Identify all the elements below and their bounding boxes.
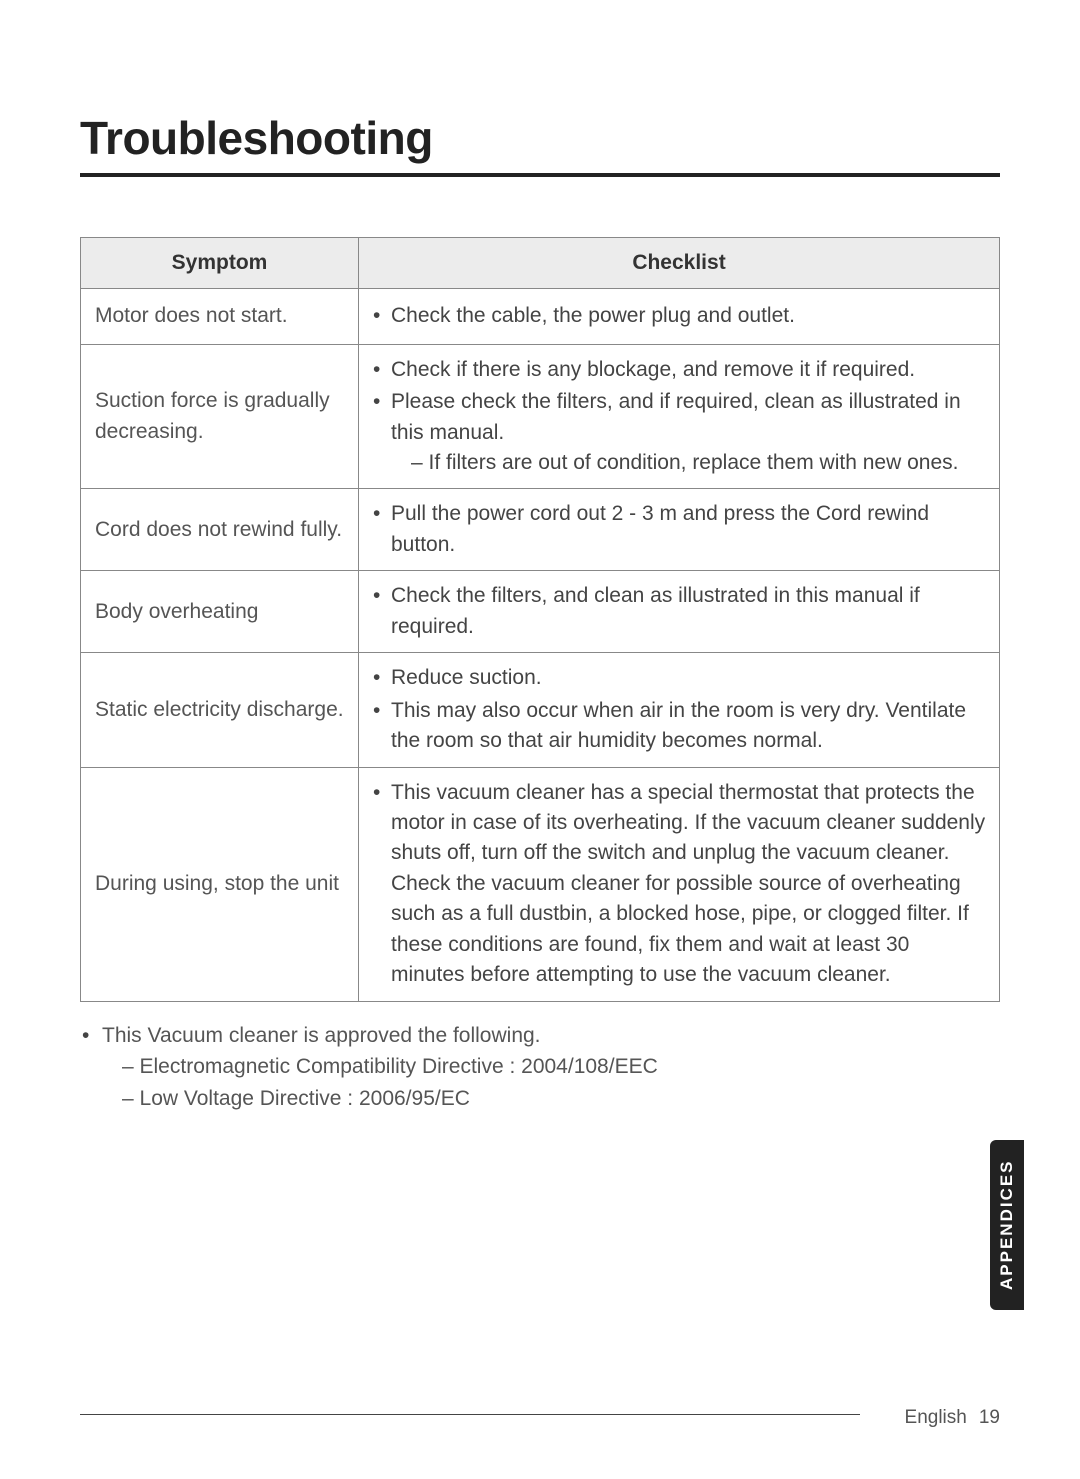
footer-page: 19: [979, 1407, 1000, 1429]
page-footer: English 19: [905, 1407, 1000, 1429]
symptom-cell: Static electricity discharge.: [81, 653, 359, 767]
notes-lead: This Vacuum cleaner is approved the foll…: [80, 1020, 1000, 1115]
footer-lang: English: [905, 1407, 967, 1429]
list-item: This may also occur when air in the room…: [371, 696, 987, 757]
checklist-cell: Check the filters, and clean as illustra…: [359, 571, 1000, 653]
th-symptom: Symptom: [81, 237, 359, 288]
symptom-cell: Cord does not rewind fully.: [81, 489, 359, 571]
symptom-cell: Body overheating: [81, 571, 359, 653]
checklist-cell: Check the cable, the power plug and outl…: [359, 289, 1000, 344]
troubleshooting-table: Symptom Checklist Motor does not start. …: [80, 237, 1000, 1002]
item-text: Please check the filters, and if require…: [391, 390, 961, 443]
page-title: Troubleshooting: [80, 111, 1000, 165]
table-row: Motor does not start. Check the cable, t…: [81, 289, 1000, 344]
list-item: This vacuum cleaner has a special thermo…: [371, 778, 987, 991]
table-row: Cord does not rewind fully. Pull the pow…: [81, 489, 1000, 571]
list-item: Pull the power cord out 2 - 3 m and pres…: [371, 499, 987, 560]
table-row: Static electricity discharge. Reduce suc…: [81, 653, 1000, 767]
symptom-cell: During using, stop the unit: [81, 767, 359, 1001]
section-tab: APPENDICES: [990, 1140, 1024, 1310]
footer-rule: [80, 1414, 860, 1415]
symptom-cell: Motor does not start.: [81, 289, 359, 344]
item-sub: – If filters are out of condition, repla…: [391, 448, 987, 478]
list-item: Check if there is any blockage, and remo…: [371, 355, 987, 385]
table-row: During using, stop the unit This vacuum …: [81, 767, 1000, 1001]
checklist-cell: Pull the power cord out 2 - 3 m and pres…: [359, 489, 1000, 571]
checklist-cell: Check if there is any blockage, and remo…: [359, 344, 1000, 489]
list-item: Check the cable, the power plug and outl…: [371, 301, 987, 331]
notes-block: This Vacuum cleaner is approved the foll…: [80, 1020, 1000, 1115]
table-row: Suction force is gradually decreasing. C…: [81, 344, 1000, 489]
notes-lead-text: This Vacuum cleaner is approved the foll…: [102, 1024, 541, 1047]
table-row: Body overheating Check the filters, and …: [81, 571, 1000, 653]
symptom-cell: Suction force is gradually decreasing.: [81, 344, 359, 489]
title-underline: [80, 173, 1000, 177]
list-item: Please check the filters, and if require…: [371, 387, 987, 478]
notes-sub: – Low Voltage Directive : 2006/95/EC: [102, 1083, 1000, 1115]
notes-sub: – Electromagnetic Compatibility Directiv…: [102, 1051, 1000, 1083]
checklist-cell: Reduce suction. This may also occur when…: [359, 653, 1000, 767]
list-item: Check the filters, and clean as illustra…: [371, 581, 987, 642]
th-checklist: Checklist: [359, 237, 1000, 288]
checklist-cell: This vacuum cleaner has a special thermo…: [359, 767, 1000, 1001]
list-item: Reduce suction.: [371, 663, 987, 693]
